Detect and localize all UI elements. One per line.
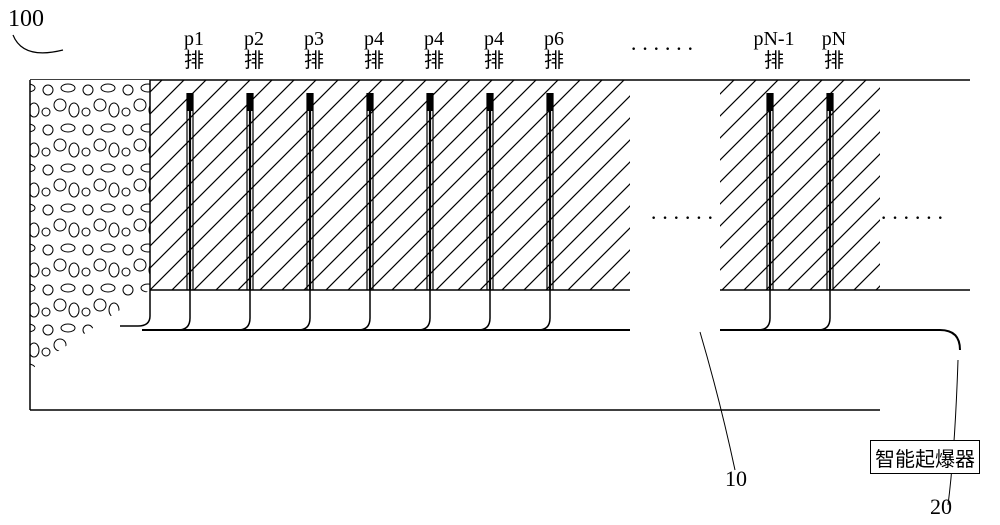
dots-mid-left: ······ <box>650 205 718 231</box>
detonator-box: 智能起爆器 <box>870 440 980 474</box>
detonator-label: 智能起爆器 <box>875 443 975 472</box>
leader-20: 20 <box>930 494 952 520</box>
dots-mid-right: ······ <box>880 205 948 231</box>
leader-10: 10 <box>725 466 747 492</box>
diagram-svg <box>0 0 1000 525</box>
